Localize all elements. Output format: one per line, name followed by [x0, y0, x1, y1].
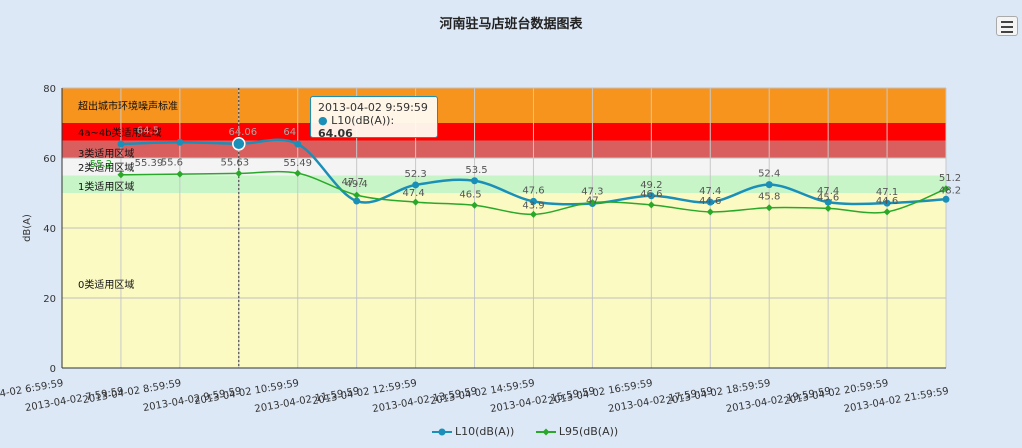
l95-point: [235, 169, 243, 177]
tooltip-value: 64.06: [318, 127, 353, 140]
band-0: [62, 88, 946, 123]
l95-point: [824, 204, 832, 212]
data-label: 64.06: [228, 127, 257, 138]
y-tick-label: 80: [43, 84, 56, 95]
band-label: 超出城市环境噪声标准: [78, 100, 178, 113]
l10-point: [412, 181, 420, 189]
chart-menu-button[interactable]: [996, 16, 1018, 36]
data-label: 47.7: [342, 177, 364, 188]
l10-point: [765, 181, 773, 189]
l95-point: [294, 169, 302, 177]
l95-point: [117, 171, 125, 179]
data-label: 51.2: [939, 173, 961, 184]
legend-l95-label: L95(dB(A)): [558, 425, 619, 438]
l95-point: [647, 201, 655, 209]
series-lines: [117, 137, 950, 218]
band-2: [62, 140, 946, 158]
legend-item-l10[interactable]: L10(dB(A)): [432, 425, 514, 438]
data-label: 64: [283, 127, 296, 138]
l10-point: [294, 140, 302, 148]
data-label: 47.4: [402, 188, 424, 199]
l95-point: [883, 208, 891, 216]
l10-point: [647, 192, 655, 200]
legend-item-l95[interactable]: L95(dB(A)): [535, 425, 619, 438]
data-label: 47.6: [522, 185, 544, 196]
data-label: 64.5: [137, 125, 159, 136]
y-tick-label: 0: [50, 364, 56, 375]
tooltip-series-name: L10(dB(A)):: [331, 114, 395, 127]
data-label: 49.4: [346, 179, 368, 190]
legend-l95-line-icon: [535, 428, 556, 436]
l10-point: [117, 140, 125, 148]
band-label: 4a~4b类适用区域: [78, 126, 162, 139]
l10-point: [883, 199, 891, 207]
y-axis-label: dB(A): [22, 214, 33, 242]
legend-l10-label: L10(dB(A)): [455, 425, 515, 438]
band-label: 2类适用区域: [78, 161, 134, 174]
band-label: 1类适用区域: [78, 180, 134, 193]
data-label: 45.8: [758, 192, 780, 203]
data-label: 46.6: [640, 189, 662, 200]
y-tick-label: 40: [43, 224, 56, 235]
data-label: 55.6: [161, 157, 183, 168]
l95-point: [353, 191, 361, 199]
tooltip-series-dot-icon: ●: [318, 114, 328, 127]
data-label: 44.6: [876, 196, 898, 207]
data-label: 46.5: [459, 189, 481, 200]
data-label: 47: [586, 196, 599, 207]
band-1: [62, 123, 946, 141]
threshold-bands: [62, 88, 946, 368]
chart-title: 河南驻马店班台数据图表: [439, 16, 583, 32]
data-label: 47.4: [699, 186, 721, 197]
l10-point: [176, 138, 184, 146]
data-label: 55.2: [90, 159, 112, 170]
tooltip-time: 2013-04-02 9:59:59: [318, 101, 428, 114]
l10-point: [529, 197, 537, 205]
band-3: [62, 158, 946, 176]
band-4: [62, 175, 946, 193]
data-label: 45.6: [817, 192, 839, 203]
data-label: 55.49: [283, 158, 312, 169]
data-label: 52.4: [758, 169, 780, 180]
l10-point: [942, 195, 950, 203]
l10-point: [824, 198, 832, 206]
data-label: 47.4: [817, 186, 839, 197]
data-label: 47.1: [876, 187, 898, 198]
l95-point: [412, 198, 420, 206]
y-tick-label: 60: [43, 154, 56, 165]
l95-point: [942, 185, 950, 193]
data-label: 47.3: [581, 186, 603, 197]
l10-point: [353, 197, 361, 205]
l95-point: [588, 198, 596, 206]
data-label: 55.63: [220, 157, 249, 168]
data-label: 52.3: [404, 169, 426, 180]
data-label: 43.9: [522, 200, 544, 211]
y-tick-label: 20: [43, 294, 56, 305]
l95-point: [471, 201, 479, 209]
l95-point: [529, 210, 537, 218]
data-label: 55.39: [135, 158, 164, 169]
band-label: 3类适用区域: [78, 147, 134, 160]
data-label: 49.2: [640, 180, 662, 191]
data-tooltip: 2013-04-02 9:59:59 ● L10(dB(A)): 64.06: [310, 96, 438, 140]
l95-point: [765, 204, 773, 212]
data-label: 48.2: [939, 185, 961, 196]
l95-point: [176, 170, 184, 178]
band-5: [62, 193, 946, 368]
chart-legend: L10(dB(A)) L95(dB(A)): [432, 425, 636, 438]
data-label: 44.6: [699, 196, 721, 207]
data-label: 53.5: [465, 165, 487, 176]
l95-point: [706, 208, 714, 216]
legend-l10-line-icon: [432, 428, 452, 436]
band-label: 0类适用区域: [78, 278, 134, 291]
l10-point: [232, 137, 246, 151]
l10-point: [706, 198, 714, 206]
l10-point: [471, 177, 479, 185]
